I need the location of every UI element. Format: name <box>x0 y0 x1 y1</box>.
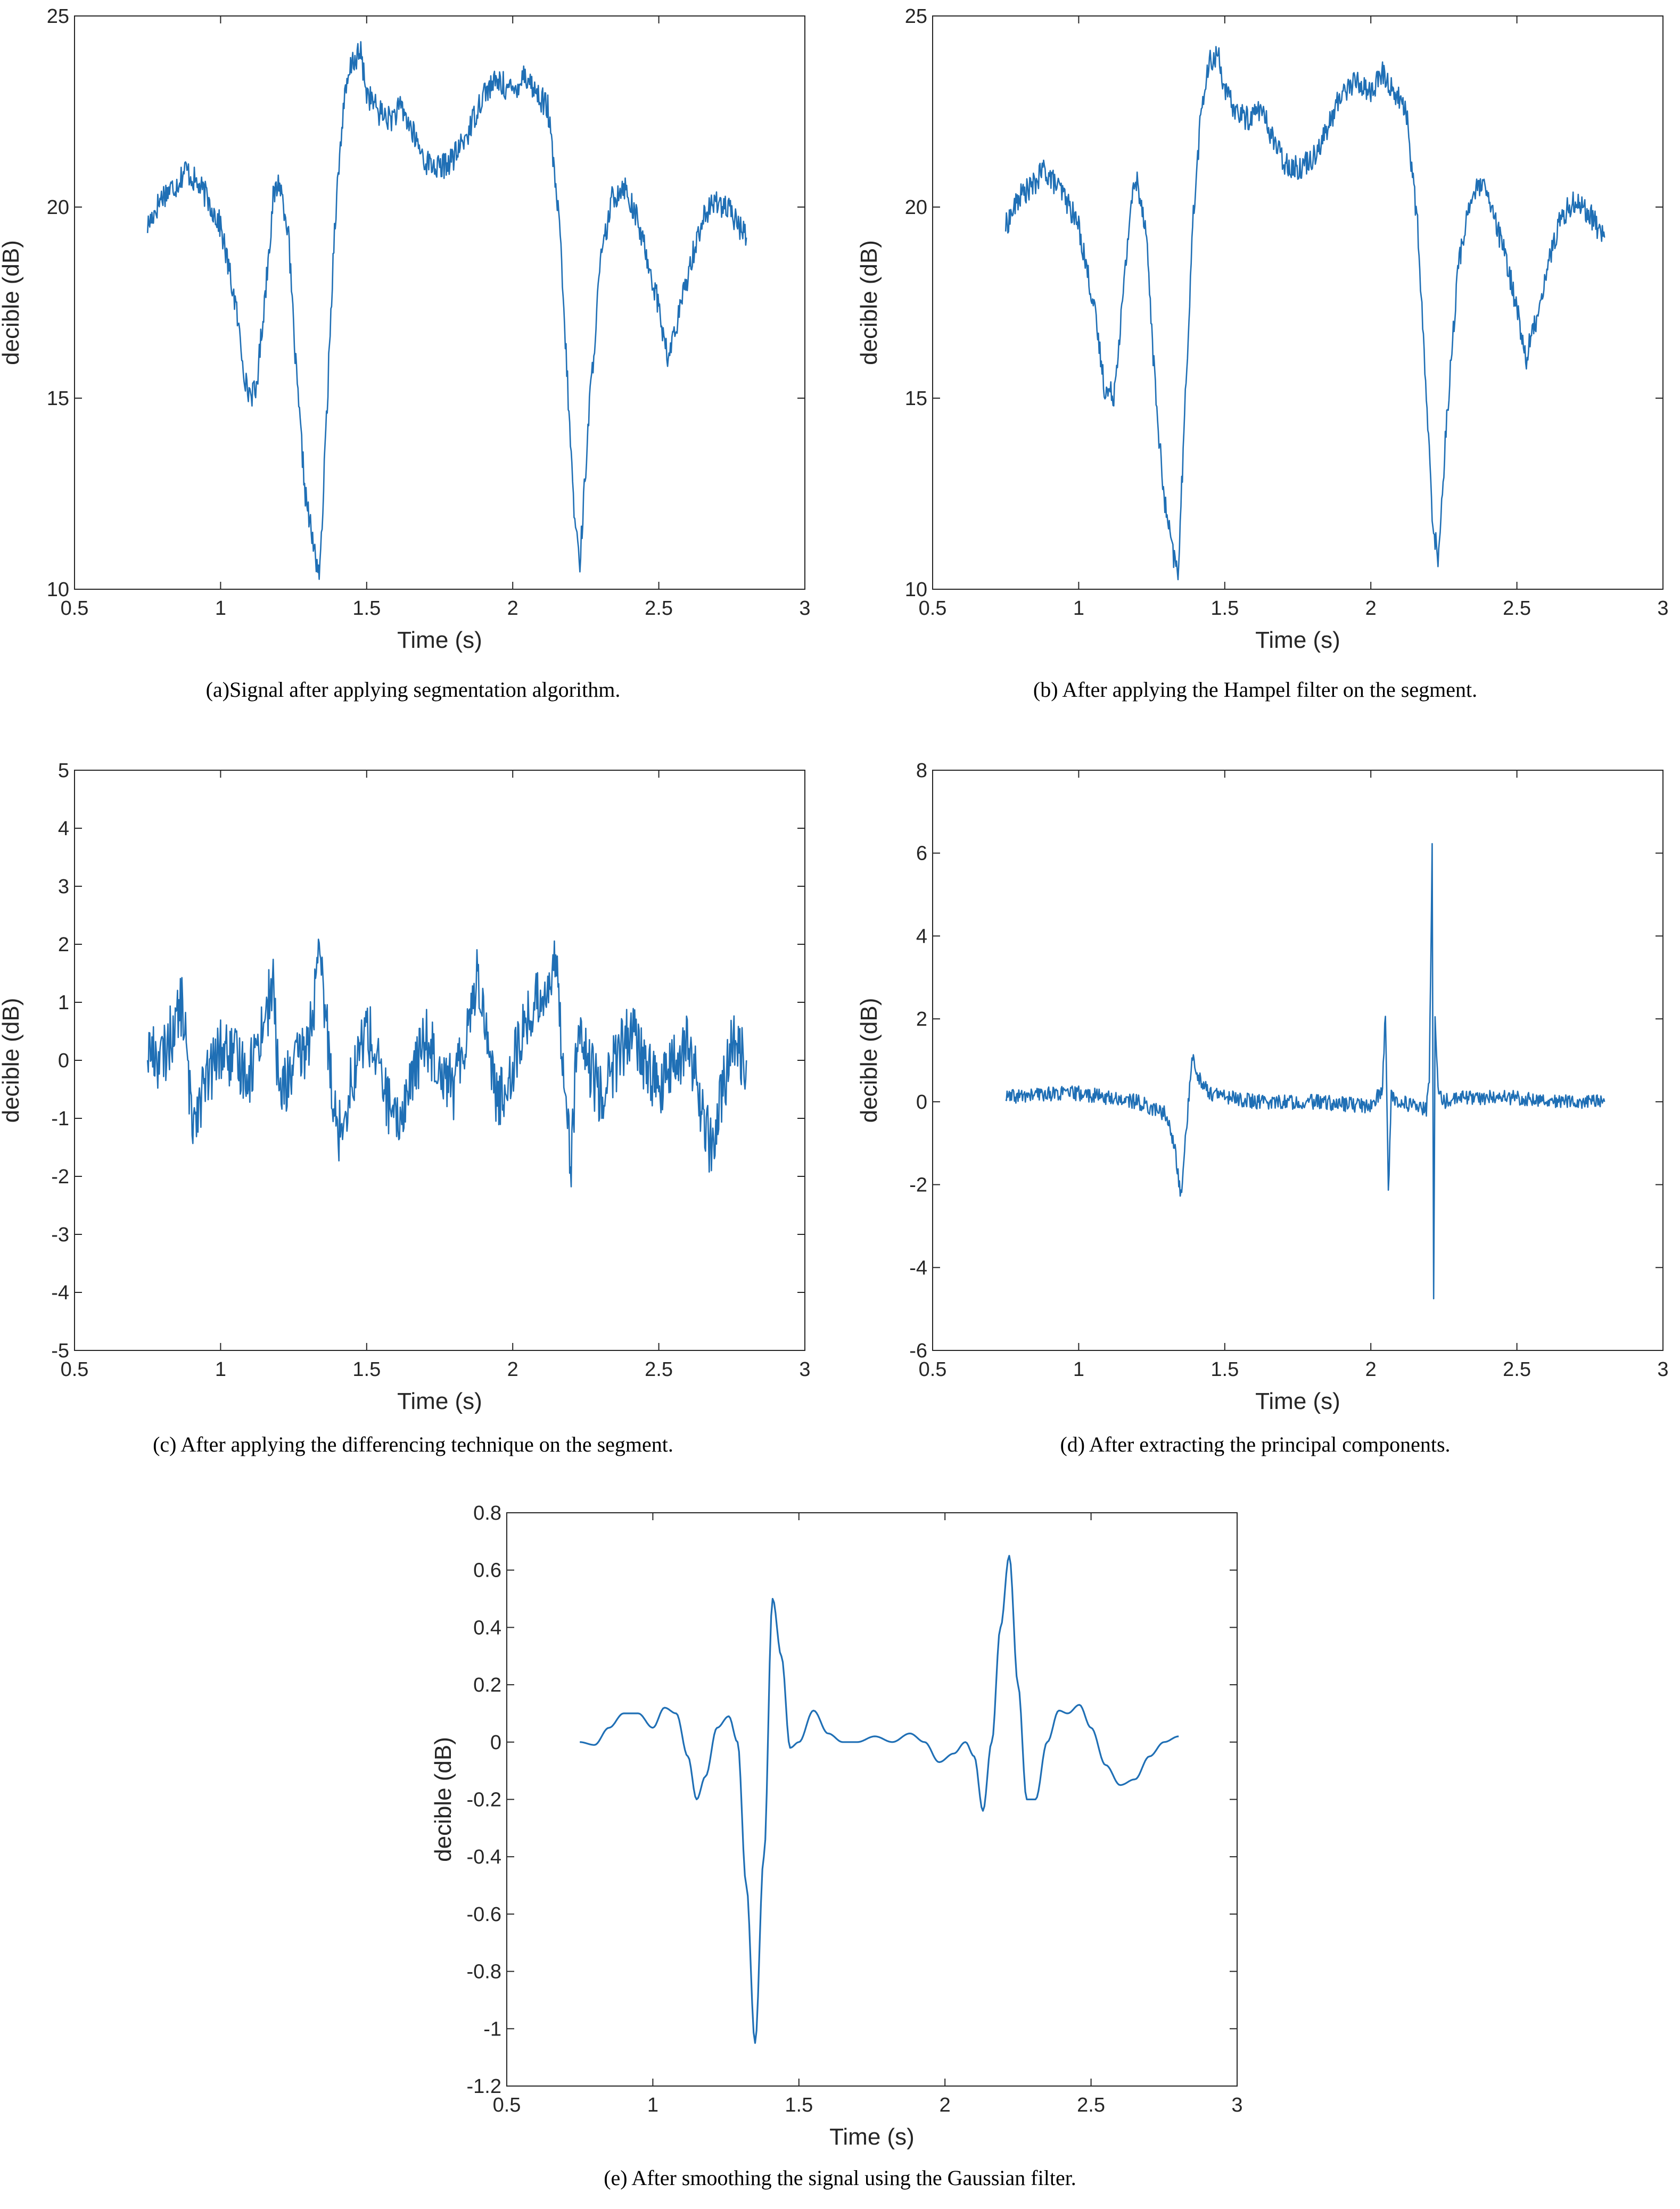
y-tick-label: -0.6 <box>467 1903 501 1926</box>
y-tick-label: 25 <box>47 5 69 28</box>
chart-b: 0.5 1 1.5 2 2.5 3 10 15 20 25 Time (s) decible (dB) <box>856 5 1669 653</box>
x-tick-label: 0.5 <box>493 2094 521 2116</box>
x-tick-label: 3 <box>799 1358 810 1381</box>
x-tick-label: 1.5 <box>352 597 381 620</box>
x-axis-label: Time (s) <box>829 2124 915 2150</box>
y-tick-label: -5 <box>51 1340 69 1362</box>
x-tick-label: 0.5 <box>919 1358 947 1381</box>
x-tick-label: 2 <box>507 1358 518 1381</box>
x-tick-label: 0.5 <box>61 597 89 620</box>
x-tick-label: 3 <box>1657 597 1668 620</box>
y-tick-label: -3 <box>51 1224 69 1246</box>
y-tick-label: 3 <box>58 876 69 898</box>
y-axis-label: decible (dB) <box>856 998 882 1123</box>
x-tick-label: 3 <box>1657 1358 1668 1381</box>
plot-frame-d <box>932 770 1663 1351</box>
x-tick-label: 1 <box>215 597 226 620</box>
caption-a: (a)Signal after applying segmentation al… <box>205 678 621 702</box>
y-tick-label: 15 <box>905 388 927 410</box>
x-tick-label: 2 <box>1365 1358 1377 1381</box>
x-tick-label: 3 <box>799 597 810 620</box>
y-tick-label: -2 <box>909 1174 927 1197</box>
x-tick-label: 2 <box>940 2094 951 2116</box>
y-tick-label: 10 <box>905 579 927 601</box>
caption-c: (c) After applying the differencing tech… <box>153 1432 673 1456</box>
x-tick-label: 2 <box>507 597 518 620</box>
y-tick-label: -1 <box>483 2018 501 2040</box>
x-tick-label: 2 <box>1365 597 1377 620</box>
y-tick-label: 2 <box>58 934 69 956</box>
x-tick-label: 2.5 <box>1503 1358 1531 1381</box>
x-axis-label: Time (s) <box>1255 1388 1340 1414</box>
chart-c: 0.5 1 1.5 2 2.5 3 -5 -4 -3 -2 -1 0 1 2 3 4 5 Time (s) deci… <box>0 760 811 1414</box>
x-tick-label: 2.5 <box>645 1358 673 1381</box>
x-tick-label: 1.5 <box>1210 1358 1239 1381</box>
y-tick-label: 0.2 <box>473 1674 501 1696</box>
y-tick-label: -0.4 <box>467 1846 501 1868</box>
y-tick-label: 10 <box>47 579 69 601</box>
x-tick-label: 2.5 <box>645 597 673 620</box>
y-axis-label: decible (dB) <box>856 240 882 365</box>
y-tick-label: 0 <box>916 1091 927 1114</box>
caption-d: (d) After extracting the principal compo… <box>1060 1432 1451 1456</box>
x-tick-label: 0.5 <box>919 597 947 620</box>
plot-frame-e <box>506 1512 1238 2087</box>
y-tick-label: -4 <box>909 1257 927 1279</box>
y-tick-label: 20 <box>47 196 69 219</box>
series-line-e-gaussian-smoothed <box>580 1555 1179 2044</box>
y-tick-label: -1 <box>51 1108 69 1130</box>
x-tick-label: 1.5 <box>1210 597 1239 620</box>
x-tick-label: 1 <box>647 2094 658 2116</box>
caption-e: (e) After smoothing the signal using the… <box>604 2166 1076 2190</box>
y-tick-label: 0 <box>58 1050 69 1072</box>
chart-e: 0.5 1 1.5 2 2.5 3 -1.2 -1 -0.8 -0.6 -0.4 -0.2 0 0.2 0.… <box>430 1502 1243 2150</box>
y-tick-label: -4 <box>51 1282 69 1304</box>
y-tick-label: -1.2 <box>467 2075 501 2098</box>
y-tick-label: 25 <box>905 5 927 28</box>
y-tick-label: 4 <box>916 925 927 947</box>
x-tick-label: 2.5 <box>1077 2094 1105 2116</box>
y-axis-label: decible (dB) <box>0 240 24 365</box>
y-tick-label: 1 <box>58 992 69 1014</box>
x-axis-label: Time (s) <box>397 627 482 653</box>
y-tick-label: 4 <box>58 818 69 840</box>
y-tick-label: 8 <box>916 760 927 782</box>
x-axis-label: Time (s) <box>397 1388 482 1414</box>
y-tick-label: 5 <box>58 760 69 782</box>
y-tick-label: -6 <box>909 1340 927 1362</box>
caption-b: (b) After applying the Hampel filter on … <box>1033 678 1478 702</box>
x-tick-label: 1.5 <box>785 2094 813 2116</box>
y-tick-label: 6 <box>916 843 927 865</box>
series-line-d-principal-component <box>1005 843 1605 1299</box>
chart-d: 0.5 1 1.5 2 2.5 3 -6 -4 -2 0 2 4 6 8 Time (s) decible (… <box>856 760 1669 1414</box>
y-tick-label: 0 <box>490 1732 501 1754</box>
x-tick-label: 1.5 <box>352 1358 381 1381</box>
series-line-c-differenced <box>146 938 747 1188</box>
y-tick-label: -2 <box>51 1166 69 1188</box>
y-tick-label: 20 <box>905 196 927 219</box>
x-tick-label: 1 <box>1073 1358 1084 1381</box>
y-axis-label: decible (dB) <box>0 998 24 1123</box>
series-line-b-hampel-filtered <box>1004 46 1605 581</box>
y-tick-label: -0.2 <box>467 1789 501 1811</box>
y-tick-label: 15 <box>47 388 69 410</box>
x-tick-label: 1 <box>215 1358 226 1381</box>
plot-frame-b <box>932 15 1663 590</box>
y-axis-label: decible (dB) <box>430 1737 456 1862</box>
x-axis-label: Time (s) <box>1255 627 1340 653</box>
chart-a: 0.5 1 1.5 2 2.5 3 10 15 20 25 Time (s) decible (dB) <box>0 5 811 653</box>
x-tick-label: 0.5 <box>61 1358 89 1381</box>
x-tick-label: 1 <box>1073 597 1084 620</box>
y-tick-label: 0.6 <box>473 1560 501 1582</box>
y-tick-label: 0.8 <box>473 1502 501 1524</box>
y-tick-label: 0.4 <box>473 1617 501 1639</box>
y-tick-label: 2 <box>916 1008 927 1031</box>
x-tick-label: 3 <box>1231 2094 1242 2116</box>
x-tick-label: 2.5 <box>1503 597 1531 620</box>
y-tick-label: -0.8 <box>467 1961 501 1983</box>
series-line-a-signal <box>146 41 747 580</box>
plot-frame-a <box>74 15 805 590</box>
